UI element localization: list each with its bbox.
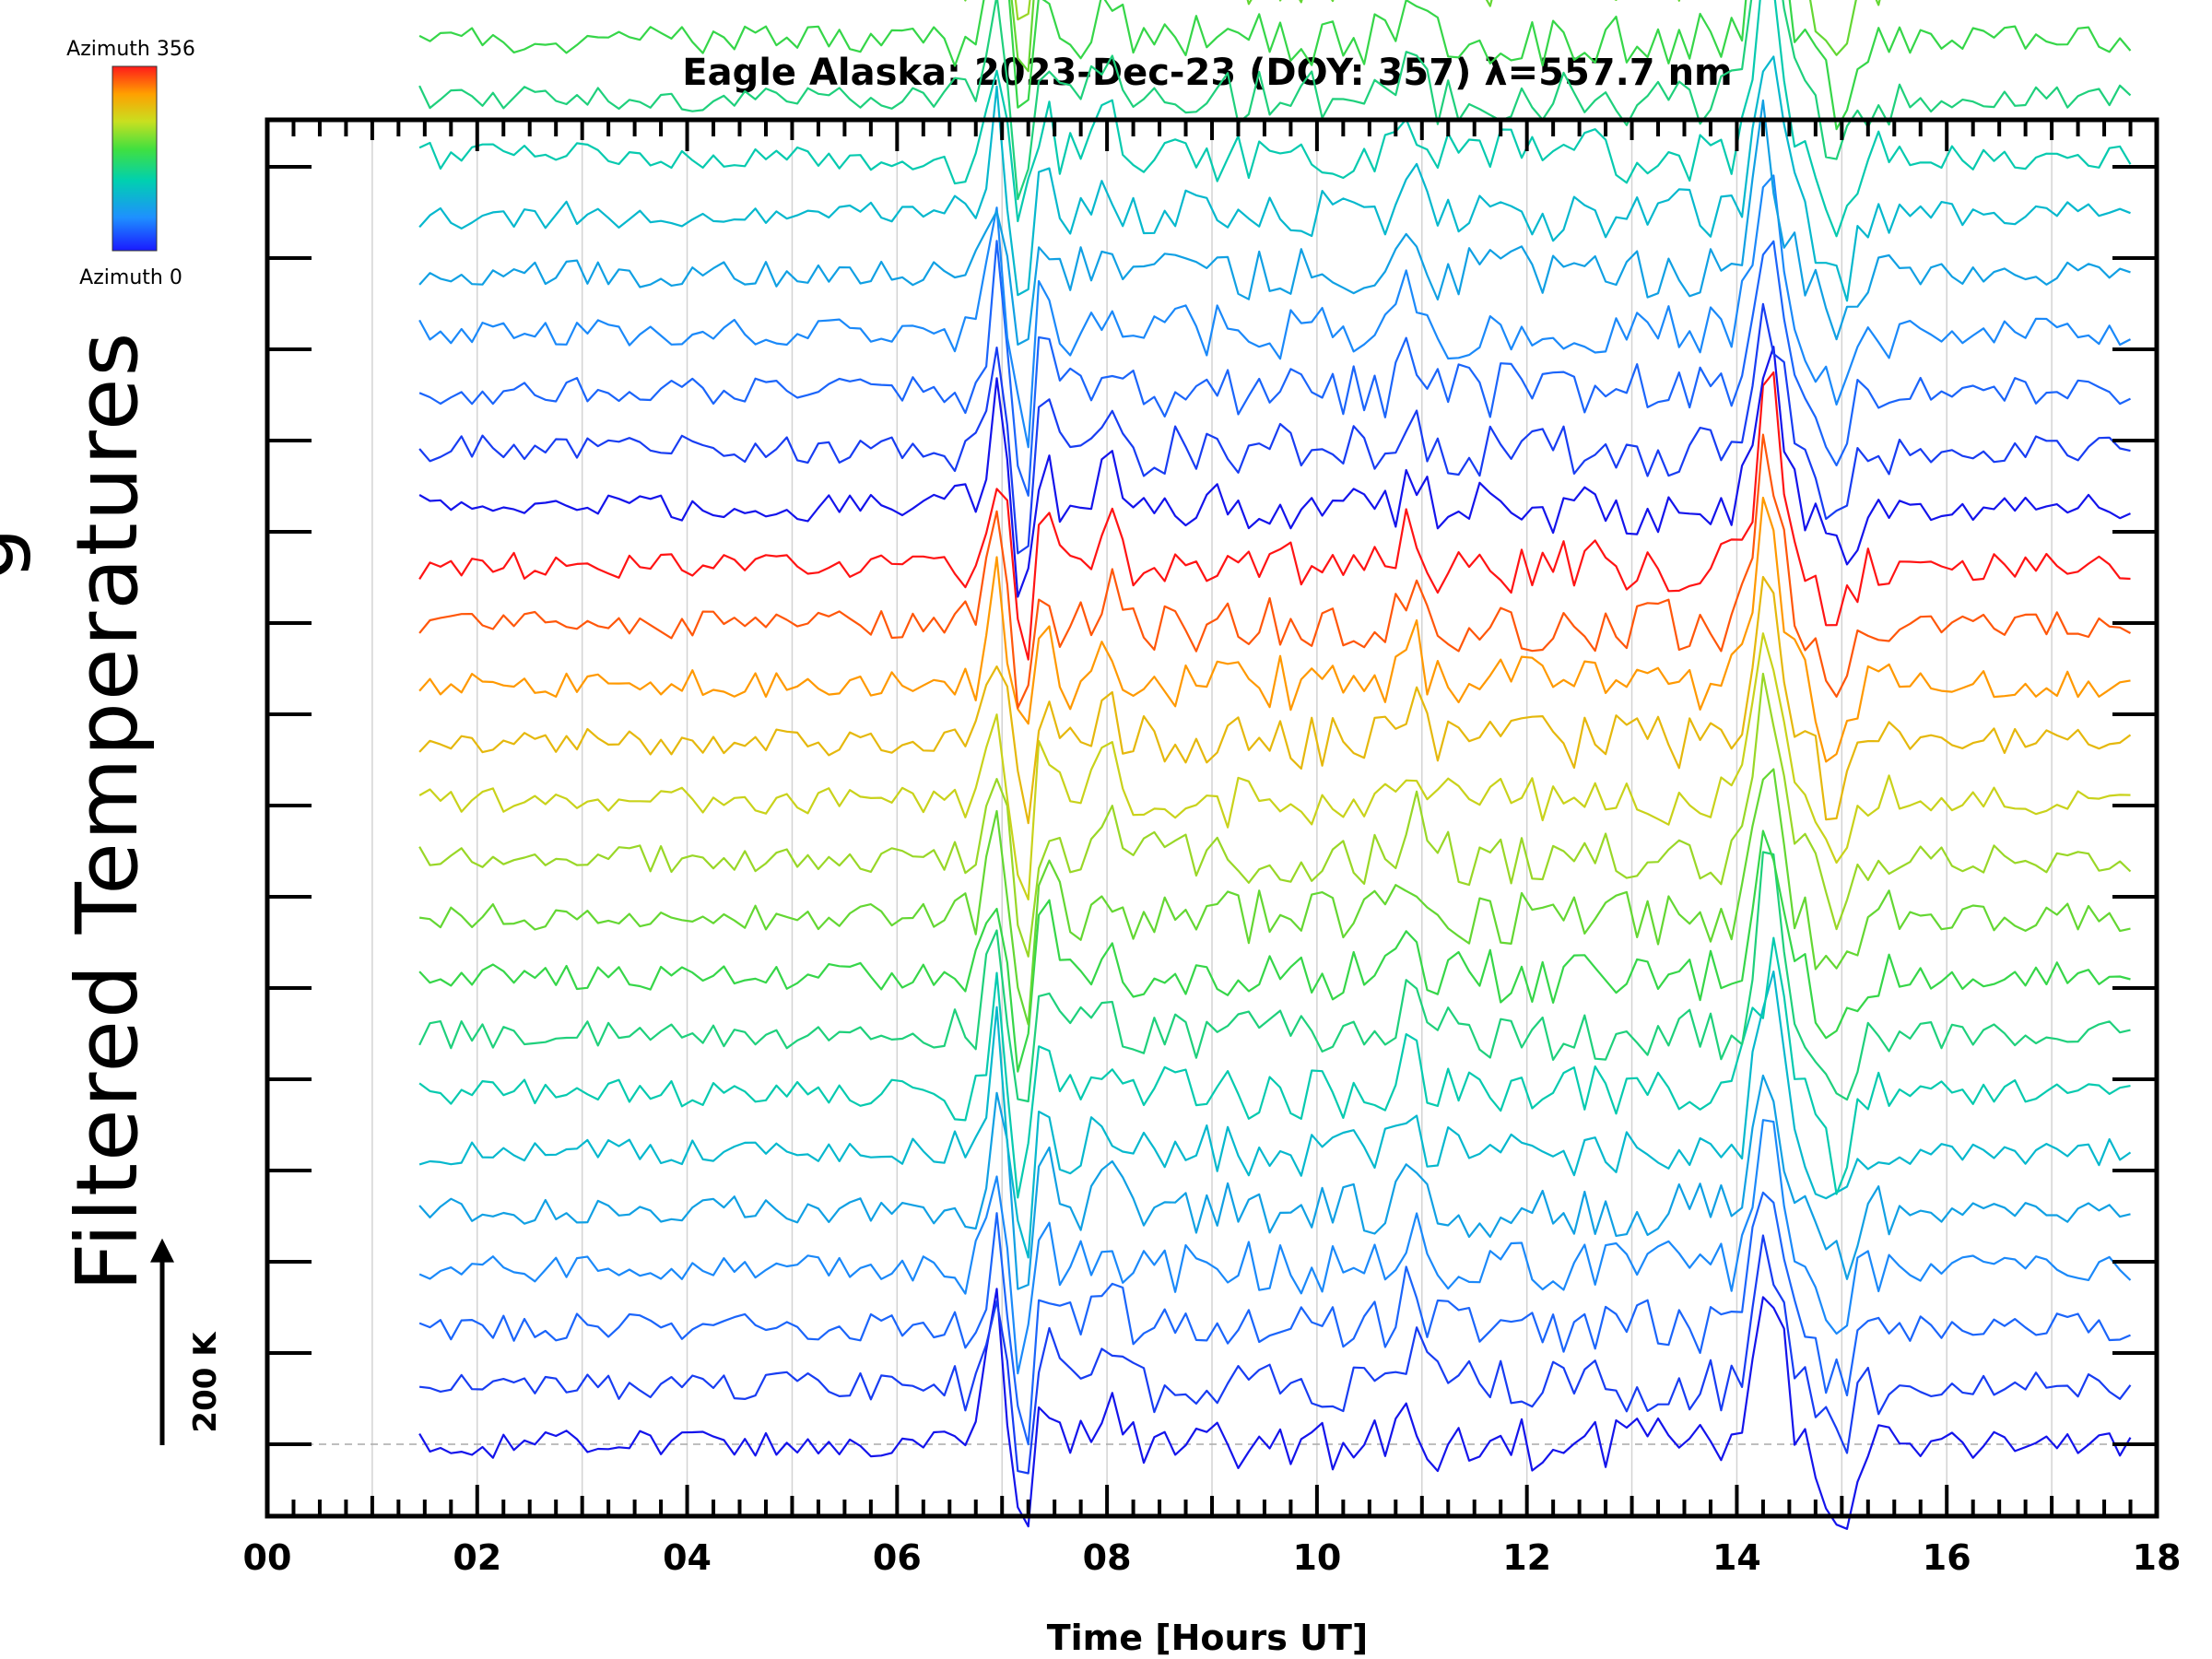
trace-azimuth-6 (418, 971, 2132, 1259)
trace-azimuth-22 (418, 55, 2131, 302)
scale-bar-arrowhead (150, 1238, 174, 1263)
trace-azimuth-2 (418, 1234, 2132, 1475)
trace-azimuth-19 (418, 240, 2131, 497)
trace-azimuth-7 (418, 936, 2131, 1199)
trace-azimuth-23 (418, 0, 2132, 238)
trace-azimuth-10 (418, 768, 2131, 1026)
trace-azimuth-11 (418, 672, 2132, 958)
trace-azimuth-26 (963, 0, 1881, 73)
scale-bar: 200 K (150, 1238, 224, 1445)
x-tick-label-14: 14 (1712, 1537, 1761, 1578)
trace-azimuth-12 (418, 632, 2131, 900)
trace-azimuth-15 (418, 433, 2132, 710)
trace-azimuth-4 (418, 1119, 2132, 1375)
x-tick-label-02: 02 (453, 1537, 501, 1578)
trace-azimuth-14 (418, 496, 2131, 763)
trace-azimuth-5 (418, 1074, 2131, 1290)
x-tick-label-00: 00 (243, 1537, 292, 1578)
legend-colorbar (112, 65, 158, 252)
trace-azimuth-16 (418, 371, 2131, 661)
trace-azimuth-27 (1014, 0, 1031, 21)
x-tick-labels: 00 02 04 06 08 10 12 14 16 18 (243, 1537, 2182, 1578)
trace-azimuth-21 (418, 99, 2131, 346)
trace-azimuth-17 (418, 346, 2131, 598)
legend-top-label: Azimuth 356 (66, 38, 195, 61)
trace-azimuth-20 (418, 174, 2132, 449)
x-tick-label-10: 10 (1292, 1537, 1341, 1578)
y-axis-label: Filtered Temperatures (58, 331, 157, 1292)
scale-bar-label: 200 K (187, 1331, 224, 1433)
trace-azimuth-18 (418, 302, 2131, 555)
trace-azimuth-24 (418, 0, 2132, 201)
trace-azimuth-1 (418, 1288, 2132, 1530)
x-tick-label-08: 08 (1083, 1537, 1132, 1578)
azimuth-legend: Azimuth 356 Azimuth 0 (66, 38, 195, 289)
trace-azimuth-9 (418, 830, 2131, 1073)
chart-title: Eagle Alaska: 2023-Dec-23 (DOY: 357) λ=5… (682, 52, 1732, 94)
trace-series (418, 0, 2132, 1530)
trace-azimuth-13 (418, 575, 2132, 825)
x-tick-label-18: 18 (2133, 1537, 2182, 1578)
trace-azimuth-3 (418, 1191, 2131, 1446)
trace-azimuth-8 (418, 851, 2131, 1103)
x-tick-label-04: 04 (663, 1537, 712, 1578)
plot-frame (265, 117, 2159, 1519)
x-tick-label-16: 16 (1923, 1537, 1971, 1578)
x-tick-label-06: 06 (873, 1537, 922, 1578)
y-axis-label-prefix: g (0, 525, 33, 581)
x-axis-label: Time [Hours UT] (1047, 1618, 1369, 1658)
trace-azimuth-25 (418, 0, 2132, 131)
x-tick-label-12: 12 (1502, 1537, 1551, 1578)
legend-bottom-label: Azimuth 0 (79, 266, 182, 289)
